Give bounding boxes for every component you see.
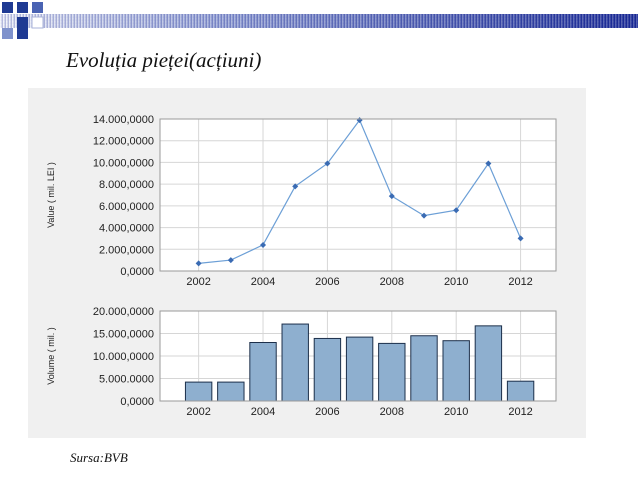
deco-square bbox=[31, 16, 44, 29]
data-point bbox=[227, 257, 234, 264]
x-tick-label: 2002 bbox=[186, 276, 210, 288]
plot-area bbox=[160, 119, 556, 271]
plot-frame bbox=[159, 310, 557, 402]
y-tick-label: 4.000,0000 bbox=[99, 223, 154, 235]
y-tick-label: 12.000,0000 bbox=[93, 136, 154, 148]
x-tick-label: 2010 bbox=[444, 276, 468, 288]
y-tick-label: 10.000,0000 bbox=[93, 351, 154, 363]
x-tick-label: 2006 bbox=[315, 276, 339, 288]
bar bbox=[506, 380, 535, 402]
x-tick-label: 2004 bbox=[251, 406, 275, 418]
chart-panel: 0,0000 2.000,0000 4.000,0000 6.000,0000 8.00… bbox=[28, 88, 586, 438]
y-axis-label: Value ( mil. LEI ) bbox=[46, 162, 56, 228]
y-tick-label: 20.000,0000 bbox=[93, 306, 154, 318]
data-point bbox=[421, 212, 427, 219]
header-decoration bbox=[0, 2, 638, 39]
x-tick-label: 2008 bbox=[380, 406, 404, 418]
deco-square bbox=[32, 2, 43, 13]
x-tick-label: 2012 bbox=[508, 276, 532, 288]
y-tick-label: 10.000,0000 bbox=[93, 157, 154, 169]
bar bbox=[474, 325, 503, 402]
data-point bbox=[453, 207, 460, 214]
y-tick-label: 14.000,0000 bbox=[93, 114, 154, 126]
y-tick-label: 0,0000 bbox=[120, 266, 154, 278]
x-tick-label: 2008 bbox=[380, 276, 404, 288]
deco-square bbox=[2, 2, 13, 13]
bar bbox=[313, 337, 342, 402]
data-point bbox=[292, 183, 299, 190]
y-tick-label: 6.000,0000 bbox=[99, 201, 154, 213]
bar bbox=[217, 381, 245, 402]
x-tick-label: 2012 bbox=[508, 406, 532, 418]
y-tick-label: 5.000.0000 bbox=[99, 374, 154, 386]
deco-square bbox=[17, 28, 28, 39]
chart-2: 0,0000 5.000.0000 10.000,0000 15.000,0000 20… bbox=[46, 306, 557, 418]
data-point bbox=[324, 160, 331, 167]
charts-svg: 0,0000 2.000,0000 4.000,0000 6.000,0000 8.00… bbox=[46, 114, 557, 418]
y-tick-label: 2.000,0000 bbox=[99, 244, 154, 256]
y-axis-label: Volume ( mil. ) bbox=[46, 327, 56, 385]
bar bbox=[410, 335, 438, 402]
deco-square bbox=[2, 28, 13, 39]
data-point bbox=[195, 260, 202, 267]
slide-title: Evoluția pieței(acțiuni) bbox=[66, 48, 262, 72]
bar bbox=[378, 342, 406, 402]
y-tick-label: 15.000,0000 bbox=[93, 329, 154, 341]
bar bbox=[345, 336, 374, 402]
data-point bbox=[485, 160, 492, 167]
source-note: Sursa:BVB bbox=[70, 450, 128, 465]
data-point bbox=[388, 193, 395, 200]
deco-square bbox=[17, 17, 28, 28]
y-tick-label: 8.000,0000 bbox=[99, 179, 154, 191]
x-tick-label: 2002 bbox=[186, 406, 210, 418]
data-point bbox=[260, 241, 267, 248]
y-tick-label: 0,0000 bbox=[120, 396, 154, 408]
x-tick-label: 2004 bbox=[251, 276, 275, 288]
data-point bbox=[517, 235, 524, 242]
x-tick-label: 2010 bbox=[444, 406, 468, 418]
bar bbox=[184, 381, 213, 402]
bar bbox=[442, 340, 470, 402]
plot-frame bbox=[159, 118, 557, 272]
bar bbox=[249, 342, 277, 402]
deco-square bbox=[17, 2, 28, 13]
x-tick-label: 2006 bbox=[315, 406, 339, 418]
bar bbox=[281, 323, 309, 402]
chart-1: 0,0000 2.000,0000 4.000,0000 6.000,0000 8.00… bbox=[46, 114, 557, 288]
header-gradient-texture bbox=[0, 14, 638, 28]
